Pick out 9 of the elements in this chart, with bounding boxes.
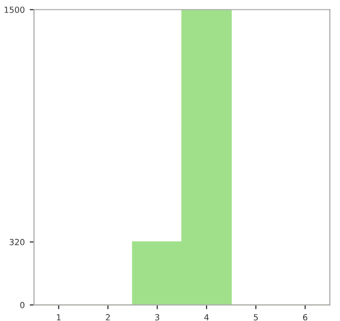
- y-tick-label: 320: [10, 238, 24, 246]
- y-tick-label: 1500: [4, 6, 24, 13]
- x-tick-label: 5: [254, 314, 258, 320]
- x-tick-label: 2: [106, 314, 110, 320]
- x-tick-label: 3: [155, 314, 160, 320]
- x-tick-label: 4: [204, 314, 209, 320]
- y-tick-label: 0: [20, 302, 24, 308]
- x-tick-label: 6: [303, 314, 308, 320]
- x-tick-label: 1: [56, 314, 61, 320]
